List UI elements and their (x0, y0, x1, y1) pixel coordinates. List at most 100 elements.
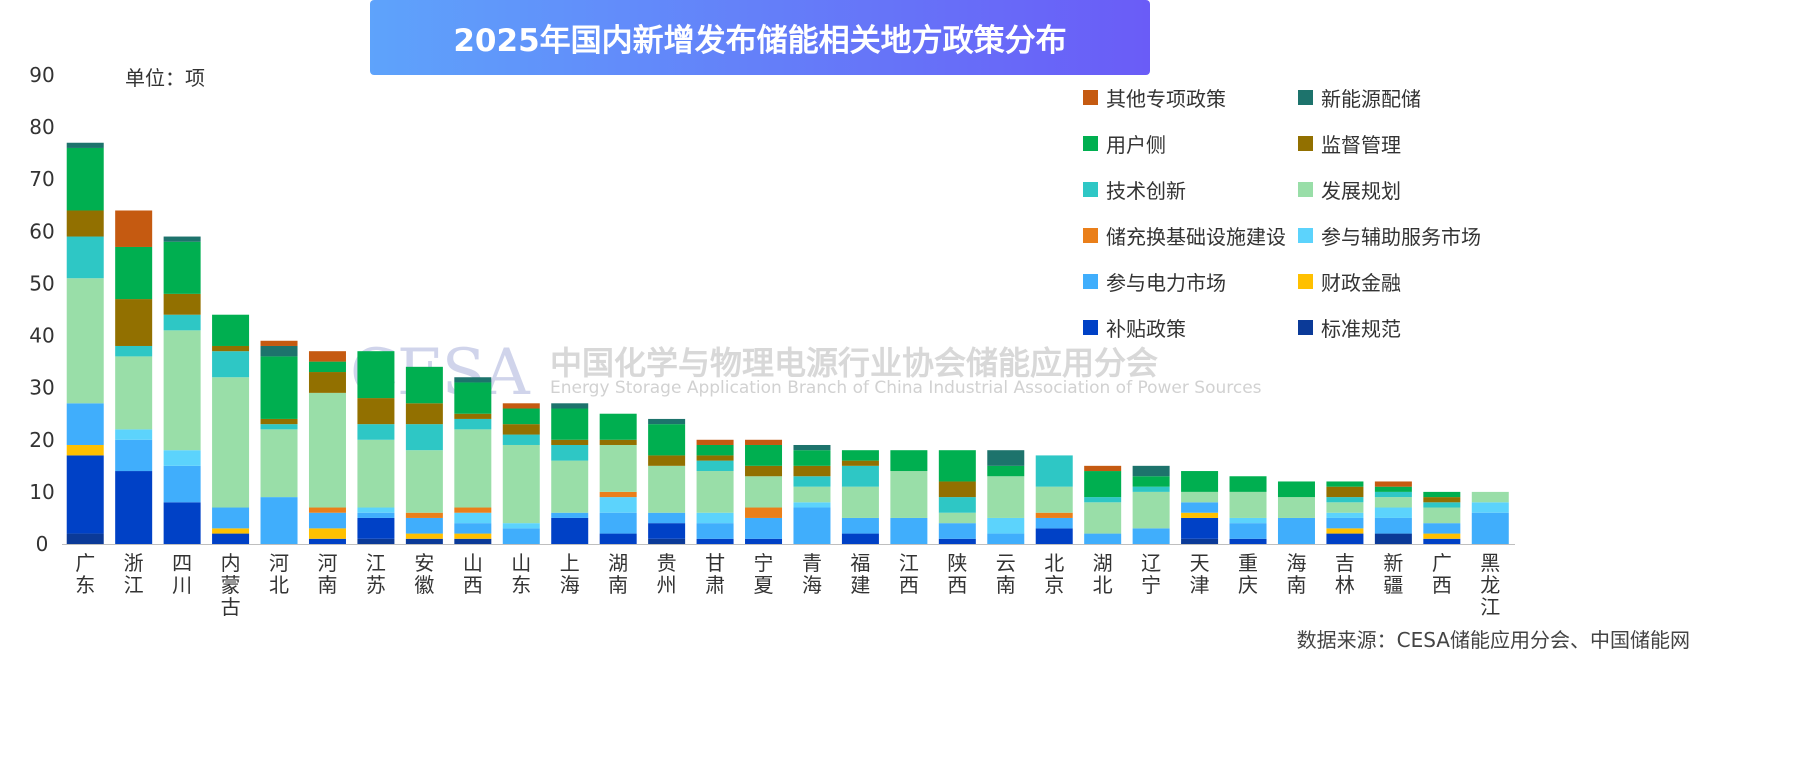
bar-segment-江苏-监督管理 (357, 398, 395, 425)
bar-segment-吉林-参与电力市场 (1326, 517, 1364, 529)
bar-segment-四川-补贴政策 (163, 502, 201, 544)
x-tick-label: 天 (1190, 551, 1210, 575)
bar-segment-山西-参与辅助服务市场 (454, 512, 492, 524)
legend-item: 发展规划 (1298, 176, 1513, 203)
x-tick-label: 甘 (705, 551, 725, 575)
bar-segment-河南-监督管理 (308, 372, 346, 393)
bar-segment-天津-用户侧 (1181, 471, 1219, 492)
bar-segment-吉林-技术创新 (1326, 497, 1364, 503)
bar-segment-甘肃-参与辅助服务市场 (696, 512, 734, 524)
bar-segment-新疆-发展规划 (1374, 497, 1412, 508)
legend-swatch (1083, 89, 1098, 105)
bar-segment-福建-补贴政策 (841, 533, 879, 544)
legend-item: 监督管理 (1298, 130, 1513, 157)
bar-segment-北京-发展规划 (1035, 486, 1073, 513)
bar-segment-重庆-参与辅助服务市场 (1229, 517, 1267, 524)
x-tick-label: 云 (996, 551, 1016, 575)
bar-segment-陕西-用户侧 (938, 450, 976, 482)
watermark-name: 中国化学与物理电源行业协会储能应用分会 (550, 344, 1159, 382)
x-tick-label: 苏 (366, 573, 386, 597)
y-tick-label: 50 (29, 271, 54, 295)
legend-label: 其他专项政策 (1106, 86, 1226, 111)
bar-segment-上海-参与电力市场 (551, 512, 589, 518)
x-tick-label: 南 (1286, 573, 1306, 597)
bar-segment-河北-新能源配储 (260, 345, 298, 357)
bar-segment-内蒙古-技术创新 (212, 351, 250, 378)
bar-segment-宁夏-监督管理 (745, 465, 783, 477)
y-tick-label: 90 (29, 63, 54, 87)
bar-segment-湖南-参与电力市场 (599, 512, 637, 534)
bar-segment-湖北-参与电力市场 (1084, 533, 1122, 544)
bar-segment-山西-发展规划 (454, 429, 492, 508)
bar-segment-贵州-参与电力市场 (648, 512, 686, 524)
x-tick-label: 辽 (1141, 551, 1161, 575)
bar-segment-上海-新能源配储 (551, 403, 589, 409)
bar-segment-青海-发展规划 (793, 486, 831, 503)
legend-swatch (1083, 181, 1098, 197)
x-tick-label: 宁 (1141, 573, 1161, 597)
bar-segment-福建-发展规划 (841, 486, 879, 518)
bar-segment-江苏-补贴政策 (357, 517, 395, 539)
x-tick-label: 江 (366, 551, 386, 575)
bar-segment-甘肃-技术创新 (696, 460, 734, 472)
x-tick-label: 南 (996, 573, 1016, 597)
bar-segment-广西-用户侧 (1423, 491, 1461, 498)
legend-label: 新能源配储 (1321, 86, 1421, 111)
bar-segment-陕西-补贴政策 (938, 538, 976, 544)
bar-segment-黑龙江-发展规划 (1471, 491, 1509, 503)
legend-swatch (1298, 273, 1313, 289)
legend-item: 财政金融 (1298, 268, 1513, 295)
legend-label: 技术创新 (1106, 178, 1186, 203)
y-tick-label: 40 (29, 324, 54, 348)
x-tick-label: 京 (1044, 573, 1064, 597)
bar-segment-宁夏-参与电力市场 (745, 517, 783, 539)
y-tick-label: 80 (29, 115, 54, 139)
y-tick-label: 60 (29, 219, 54, 243)
bar-segment-广东-技术创新 (66, 236, 104, 279)
bar-segment-青海-新能源配储 (793, 444, 831, 451)
bar-segment-河南-财政金融 (308, 528, 346, 539)
bar-segment-山西-用户侧 (454, 382, 492, 414)
bar-segment-福建-技术创新 (841, 465, 879, 487)
legend-swatch (1298, 181, 1313, 197)
x-tick-label: 北 (1044, 551, 1064, 575)
y-tick-label: 0 (36, 532, 49, 556)
bar-segment-甘肃-补贴政策 (696, 538, 734, 544)
x-tick-label: 津 (1190, 573, 1210, 597)
bar-segment-贵州-监督管理 (648, 455, 686, 466)
bar-segment-辽宁-参与电力市场 (1132, 528, 1170, 544)
x-tick-label: 肃 (705, 573, 725, 597)
legend-item: 参与辅助服务市场 (1298, 222, 1513, 249)
bar-segment-北京-技术创新 (1035, 455, 1073, 487)
bar-segment-山东-其他专项政策 (502, 403, 540, 409)
x-tick-label: 疆 (1383, 573, 1403, 597)
data-source: 数据来源：CESA储能应用分会、中国储能网 (1296, 628, 1690, 652)
bar-segment-内蒙古-发展规划 (212, 377, 250, 508)
bar-segment-江苏-参与电力市场 (357, 512, 395, 518)
bar-segment-湖南-监督管理 (599, 439, 637, 445)
y-tick-label: 30 (29, 376, 54, 400)
bar-segment-内蒙古-用户侧 (212, 314, 250, 346)
bar-segment-重庆-用户侧 (1229, 476, 1267, 492)
x-tick-label: 东 (75, 573, 95, 597)
x-tick-label: 古 (221, 595, 241, 619)
bar-segment-上海-技术创新 (551, 444, 589, 461)
bar-segment-山西-技术创新 (454, 418, 492, 430)
x-tick-label: 湖 (1093, 551, 1113, 575)
bar-segment-浙江-技术创新 (115, 345, 153, 357)
bar-segment-四川-技术创新 (163, 314, 201, 331)
x-tick-label: 广 (1432, 551, 1452, 575)
x-tick-label: 东 (511, 573, 531, 597)
bar-segment-安徽-发展规划 (405, 450, 443, 513)
bar-segment-江西-发展规划 (890, 471, 928, 518)
legend-item: 标准规范 (1298, 314, 1513, 341)
bar-segment-陕西-参与电力市场 (938, 523, 976, 539)
bar-segment-湖北-其他专项政策 (1084, 465, 1122, 472)
bar-segment-广西-参与电力市场 (1423, 523, 1461, 534)
bar-segment-安徽-监督管理 (405, 403, 443, 425)
bar-segment-贵州-发展规划 (648, 465, 686, 513)
bar-segment-内蒙古-补贴政策 (212, 533, 250, 544)
x-tick-label: 西 (463, 573, 483, 597)
bar-segment-宁夏-其他专项政策 (745, 439, 783, 445)
